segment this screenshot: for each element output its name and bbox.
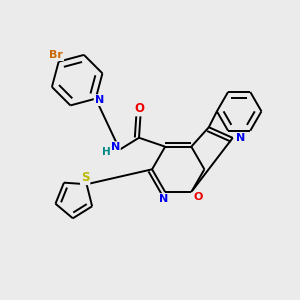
Text: Br: Br bbox=[50, 50, 63, 60]
Text: O: O bbox=[193, 192, 203, 202]
Text: O: O bbox=[134, 102, 144, 116]
Text: N: N bbox=[94, 95, 104, 105]
Text: N: N bbox=[159, 194, 168, 204]
Text: N: N bbox=[111, 142, 120, 152]
Text: H: H bbox=[102, 147, 111, 157]
Text: N: N bbox=[236, 133, 245, 143]
Text: S: S bbox=[81, 171, 89, 184]
